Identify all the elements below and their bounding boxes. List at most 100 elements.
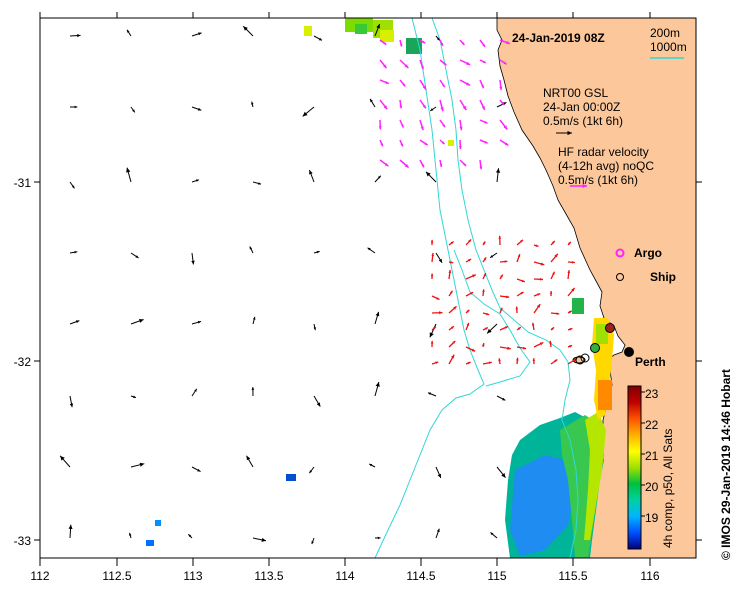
model-arrow	[130, 395, 137, 399]
x-tick-label: 112	[30, 569, 49, 583]
model-arrow	[486, 323, 498, 334]
model-arrow	[129, 532, 132, 539]
radar-arrow	[379, 139, 384, 147]
radar-arrow	[567, 327, 573, 331]
radar-arrow	[479, 39, 486, 48]
model-arrow	[252, 537, 267, 542]
radar-arrow	[431, 311, 443, 315]
x-tick-label: 113.5	[254, 569, 283, 583]
model-arrow	[252, 316, 256, 325]
radar-arrow	[479, 59, 487, 64]
model-arrow	[367, 247, 376, 254]
radar-arrow	[516, 326, 522, 331]
model-arrow	[435, 35, 441, 41]
sst-patch	[355, 24, 367, 34]
radar-arrow	[439, 59, 447, 66]
model-arrow	[427, 392, 437, 397]
radar-arrow	[431, 361, 439, 365]
model-arrow	[191, 32, 202, 37]
radar-arrow	[482, 257, 487, 263]
radar-arrow	[479, 99, 486, 111]
radar-arrow	[549, 290, 553, 297]
radar-arrow	[448, 354, 455, 365]
radar-arrow	[533, 277, 543, 281]
radar-arrow	[419, 39, 426, 44]
y-axis-labels: -31 -32 -33	[14, 176, 32, 548]
radar-arrow	[419, 159, 425, 168]
x-tick-label: 113	[183, 569, 202, 583]
model-arrow	[309, 169, 315, 183]
radar-arrow	[516, 278, 526, 283]
radar-arrow	[567, 344, 573, 348]
model-arrow	[313, 250, 320, 254]
radar-arrow	[499, 139, 509, 147]
model-arrow	[191, 320, 202, 325]
isobath-200m	[431, 18, 579, 558]
radar-arrow	[439, 159, 443, 168]
model-legend-line1: NRT00 GSL	[543, 86, 608, 100]
radar-arrow	[465, 309, 470, 314]
radar-arrow	[399, 59, 409, 69]
radar-arrow	[567, 261, 575, 264]
model-arrow	[68, 524, 73, 539]
radar-arrow	[479, 119, 488, 124]
isobath-legend-1000m: 1000m	[650, 40, 687, 54]
model-arrow	[496, 466, 506, 479]
radar-arrow	[549, 340, 552, 348]
x-tick-label: 114.5	[406, 569, 435, 583]
radar-arrow	[516, 357, 519, 365]
radar-arrow	[459, 59, 471, 66]
radar-legend-arrow-mark	[570, 183, 587, 189]
radar-arrow	[516, 291, 524, 297]
model-arrow	[496, 395, 506, 401]
radar-arrow	[532, 358, 536, 365]
radar-arrow	[533, 341, 544, 348]
isobath-1000m	[374, 18, 485, 558]
model-arrow	[490, 532, 498, 539]
radar-legend-line2: (4-12h avg) noQC	[558, 159, 654, 173]
model-arrow	[435, 528, 440, 539]
colorbar-label: 4h comp, p50, All Sats	[661, 429, 675, 548]
model-arrow	[429, 323, 437, 338]
radar-arrow	[482, 289, 485, 297]
radar-arrow	[459, 99, 467, 111]
radar-arrow	[498, 358, 501, 365]
radar-arrow	[459, 79, 471, 87]
radar-arrow	[482, 272, 487, 280]
radar-arrow	[379, 79, 390, 85]
radar-arrow	[448, 290, 454, 297]
radar-arrow	[448, 241, 454, 246]
radar-arrow	[459, 39, 465, 46]
sst-patch	[510, 455, 575, 556]
model-arrow	[374, 311, 380, 325]
radar-arrow	[499, 39, 511, 45]
isobath-legend-200m: 200m	[650, 26, 680, 40]
model-arrow	[313, 395, 321, 407]
sst-patch	[584, 412, 606, 540]
radar-arrow	[479, 139, 488, 144]
map-title: 24-Jan-2019 08Z	[512, 31, 605, 45]
radar-arrow	[379, 39, 387, 46]
radar-arrow	[516, 346, 527, 350]
model-arrow	[69, 250, 78, 254]
model-arrow	[495, 168, 501, 183]
ship-position	[580, 353, 590, 363]
radar-arrow	[567, 287, 576, 297]
radar-arrow	[499, 119, 508, 130]
radar-arrow	[419, 59, 425, 70]
radar-arrow	[515, 306, 519, 314]
radar-arrow	[499, 59, 507, 65]
radar-arrow	[379, 159, 389, 167]
model-arrow	[302, 106, 315, 117]
model-legend-arrow	[556, 130, 572, 136]
radar-arrow	[499, 295, 510, 299]
radar-arrow	[533, 244, 539, 248]
sst-patches	[146, 18, 614, 558]
sst-patch	[406, 38, 422, 54]
ship-position	[575, 355, 585, 365]
isobath-contours	[374, 18, 579, 558]
sst-patch	[596, 324, 608, 344]
ship-label: Ship	[650, 270, 676, 284]
x-tick-label: 115	[487, 569, 506, 583]
